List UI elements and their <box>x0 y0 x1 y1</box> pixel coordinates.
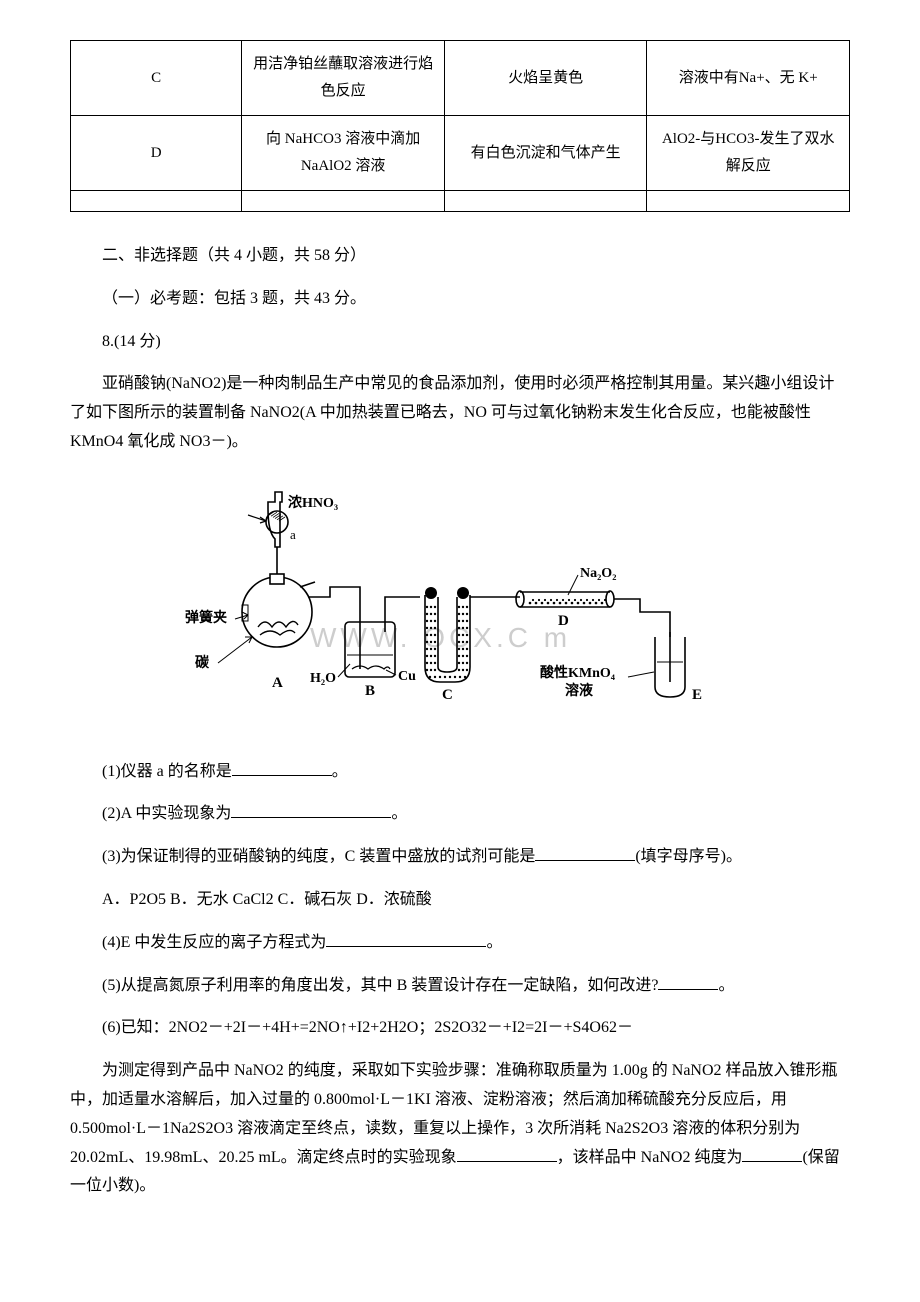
q8-para2-b: ，该样品中 NaNO2 纯度为 <box>557 1149 743 1166</box>
q8-sub5: (5)从提高氮原子利用率的角度出发，其中 B 装置设计存在一定缺陷，如何改进? 。 <box>70 972 850 1001</box>
q8-sub1-post: 。 <box>332 763 348 780</box>
svg-text:C: C <box>442 687 453 703</box>
svg-text:H₂O: H₂O <box>310 671 336 686</box>
table-cell: 火焰呈黄色 <box>444 41 647 116</box>
q8-para2: 为测定得到产品中 NaNO2 的纯度，采取如下实验步骤：准确称取质量为 1.00… <box>70 1057 850 1201</box>
section-heading: 二、非选择题（共 4 小题，共 58 分） <box>70 242 850 271</box>
q8-sub2: (2)A 中实验现象为 。 <box>70 800 850 829</box>
svg-text:A: A <box>272 675 283 691</box>
table-row <box>71 191 850 212</box>
q8-sub3-options: A．P2O5 B．无水 CaCl2 C．碱石灰 D．浓硫酸 <box>70 886 850 915</box>
svg-text:E: E <box>692 687 702 703</box>
svg-text:溶液: 溶液 <box>565 682 594 699</box>
experiment-table: C用洁净铂丝蘸取溶液进行焰色反应火焰呈黄色溶液中有Na+、无 K+D向 NaHC… <box>70 40 850 212</box>
q8-sub3-pre: (3)为保证制得的亚硝酸钠的纯度，C 装置中盛放的试剂可能是 <box>102 848 535 865</box>
table-cell: 溶液中有Na+、无 K+ <box>647 41 850 116</box>
table-row: D向 NaHCO3 溶液中滴加 NaAlO2 溶液有白色沉淀和气体产生AlO2-… <box>71 116 850 191</box>
question-number: 8.(14 分) <box>70 328 850 357</box>
q8-sub2-post: 。 <box>391 805 407 822</box>
table-cell: 用洁净铂丝蘸取溶液进行焰色反应 <box>242 41 445 116</box>
blank <box>658 974 718 990</box>
table-cell: 有白色沉淀和气体产生 <box>444 116 647 191</box>
table-cell: C <box>71 41 242 116</box>
apparatus-diagram: WWW. OCX.C m 浓HNO₃ a 弹簧夹碳 A H₂O Cu B C Na₂O₂ D 酸性KM… <box>70 477 850 738</box>
svg-text:浓HNO₃: 浓HNO₃ <box>288 494 338 511</box>
table-cell <box>444 191 647 212</box>
svg-text:弹簧夹: 弹簧夹 <box>185 609 227 626</box>
q8-sub5-pre: (5)从提高氮原子利用率的角度出发，其中 B 装置设计存在一定缺陷，如何改进? <box>102 977 658 994</box>
q8-sub2-pre: (2)A 中实验现象为 <box>102 805 231 822</box>
svg-text:酸性KMnO₄: 酸性KMnO₄ <box>540 664 616 681</box>
blank <box>457 1146 557 1162</box>
q8-sub1: (1)仪器 a 的名称是 。 <box>70 758 850 787</box>
blank <box>231 802 391 818</box>
blank <box>535 845 635 861</box>
table-cell: D <box>71 116 242 191</box>
svg-text:B: B <box>365 683 375 699</box>
q8-sub3: (3)为保证制得的亚硝酸钠的纯度，C 装置中盛放的试剂可能是 (填字母序号)。 <box>70 843 850 872</box>
table-cell <box>242 191 445 212</box>
q8-sub4-pre: (4)E 中发生反应的离子方程式为 <box>102 934 326 951</box>
blank <box>326 931 486 947</box>
subsection-heading: （一）必考题：包括 3 题，共 43 分。 <box>70 285 850 314</box>
q8-sub4-post: 。 <box>486 934 502 951</box>
svg-text:碳: 碳 <box>195 654 210 671</box>
blank <box>742 1146 802 1162</box>
q8-sub1-pre: (1)仪器 a 的名称是 <box>102 763 232 780</box>
blank <box>232 760 332 776</box>
table-cell: AlO2-与HCO3-发生了双水解反应 <box>647 116 850 191</box>
svg-text:Cu: Cu <box>398 669 416 684</box>
table-row: C用洁净铂丝蘸取溶液进行焰色反应火焰呈黄色溶液中有Na+、无 K+ <box>71 41 850 116</box>
table-cell: 向 NaHCO3 溶液中滴加 NaAlO2 溶液 <box>242 116 445 191</box>
table-cell <box>71 191 242 212</box>
svg-text:D: D <box>558 613 569 629</box>
q8-sub3-post: (填字母序号)。 <box>635 848 742 865</box>
q8-sub6: (6)已知：2NO2－+2I－+4H+=2NO↑+I2+2H2O；2S2O32－… <box>70 1014 850 1043</box>
svg-text:WWW. OCX.C m: WWW. OCX.C m <box>310 622 571 653</box>
svg-text:a: a <box>290 527 296 542</box>
table-cell <box>647 191 850 212</box>
q8-sub4: (4)E 中发生反应的离子方程式为 。 <box>70 929 850 958</box>
q8-sub5-post: 。 <box>718 977 734 994</box>
question-intro: 亚硝酸钠(NaNO2)是一种肉制品生产中常见的食品添加剂，使用时必须严格控制其用… <box>70 370 850 456</box>
svg-text:Na₂O₂: Na₂O₂ <box>580 566 616 581</box>
